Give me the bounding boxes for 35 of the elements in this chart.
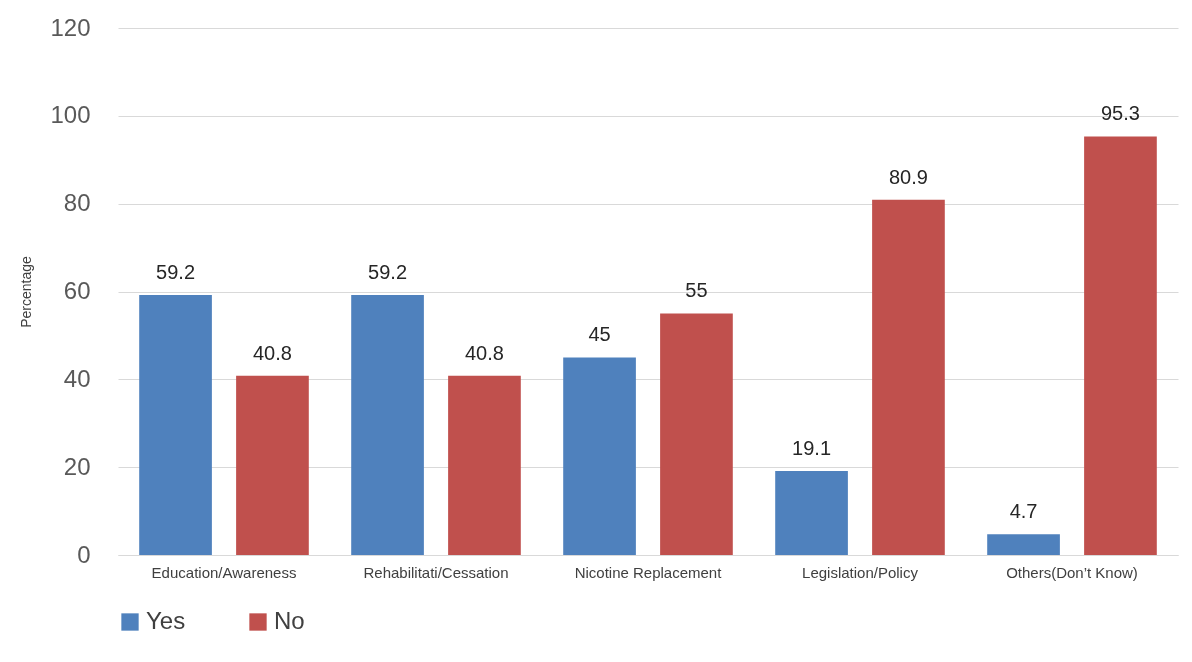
- legend-label: Yes: [146, 607, 186, 634]
- y-tick-label: 80: [63, 189, 91, 217]
- y-tick-label: 20: [63, 452, 91, 480]
- x-tick-label: Nicotine Replacement: [574, 563, 723, 581]
- bar: [351, 295, 424, 555]
- data-label: 80.9: [888, 165, 928, 188]
- bar: [236, 375, 309, 555]
- bar: [775, 471, 848, 555]
- legend-label: No: [274, 607, 305, 634]
- bar: [660, 313, 733, 555]
- data-label: 40.8: [464, 341, 504, 364]
- data-label: 40.8: [252, 341, 292, 364]
- bar: [987, 534, 1060, 555]
- x-tick-label: Rehabilitati/Cessation: [363, 563, 509, 581]
- bar: [563, 357, 636, 555]
- data-label: 55: [685, 279, 708, 302]
- bar: [448, 375, 521, 555]
- bar: [1084, 136, 1157, 555]
- y-tick-label: 40: [63, 364, 91, 392]
- bar: [872, 199, 945, 555]
- data-label: 19.1: [792, 437, 832, 460]
- x-tick-label: Education/Awareness: [151, 563, 297, 581]
- data-label: 95.3: [1100, 102, 1140, 125]
- data-label: 59.2: [368, 261, 408, 284]
- data-label: 45: [588, 323, 611, 346]
- data-label: 59.2: [156, 261, 196, 284]
- y-tick-label: 60: [63, 277, 91, 304]
- y-tick-label: 0: [77, 540, 91, 568]
- data-label: 4.7: [1009, 500, 1038, 523]
- y-tick-label: 100: [50, 101, 91, 129]
- y-axis-title: Percentage: [18, 255, 35, 328]
- bar: [139, 295, 212, 555]
- x-tick-label: Legislation/Policy: [802, 563, 919, 581]
- y-tick-label: 120: [50, 13, 91, 41]
- x-tick-label: Others(Don’t Know): [1006, 563, 1138, 581]
